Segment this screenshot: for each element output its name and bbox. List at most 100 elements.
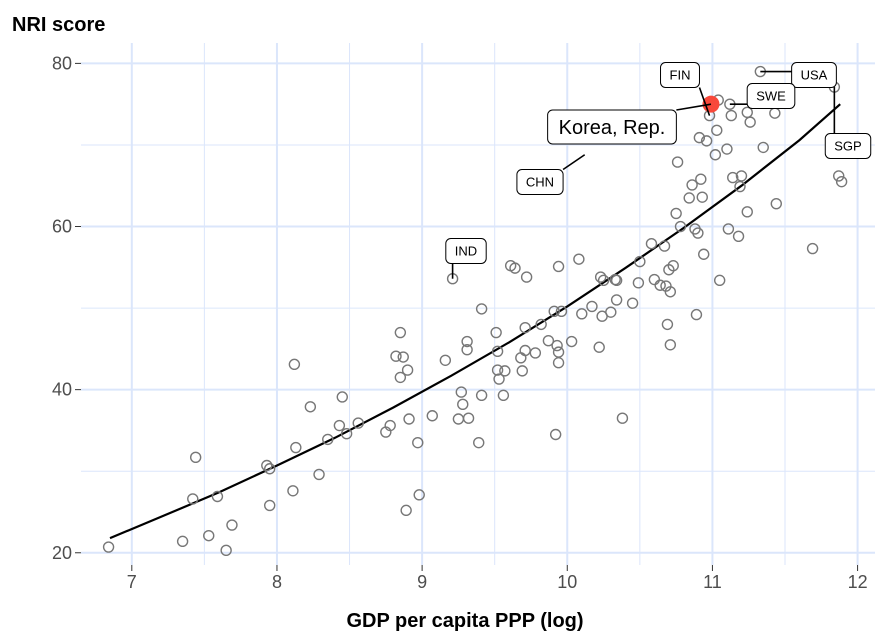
data-point <box>211 490 224 503</box>
data-point <box>509 262 521 274</box>
data-point <box>658 240 671 252</box>
data-point <box>667 259 679 272</box>
data-point <box>264 463 276 475</box>
callout-leader <box>698 87 711 116</box>
data-point <box>806 242 819 255</box>
data-point <box>394 326 407 339</box>
data-point <box>692 227 704 239</box>
data-point <box>397 351 409 363</box>
data-point <box>519 344 531 357</box>
data-point <box>187 493 199 505</box>
data-point <box>461 343 473 356</box>
data-point <box>632 277 645 289</box>
trend-curve <box>109 103 841 540</box>
data-point <box>552 357 565 369</box>
data-point <box>264 499 276 512</box>
y-tick-label: 80 <box>52 53 72 73</box>
data-point <box>261 459 273 472</box>
data-point <box>352 417 364 429</box>
callout-leaders <box>451 70 836 279</box>
data-point <box>189 451 202 464</box>
data-point <box>696 191 708 203</box>
data-point <box>336 391 348 403</box>
data-point <box>322 433 334 446</box>
data-point <box>711 124 723 136</box>
callout-leader <box>562 154 586 171</box>
callout-label: FIN <box>670 68 691 83</box>
data-point <box>384 419 396 432</box>
data-point <box>102 541 115 553</box>
y-tick-label: 40 <box>52 380 72 400</box>
data-point <box>686 179 698 191</box>
callout-box <box>791 62 837 88</box>
data-point <box>548 305 560 318</box>
data-point <box>304 401 317 413</box>
data-point <box>400 504 412 517</box>
callout-label: Korea, Rep. <box>559 117 666 139</box>
data-point <box>401 364 414 376</box>
data-point <box>551 339 563 352</box>
x-tick-label: 7 <box>127 572 137 592</box>
data-point <box>769 107 781 119</box>
data-point <box>744 116 756 128</box>
data-point <box>490 326 502 339</box>
data-point <box>654 279 666 291</box>
data-point <box>475 389 488 402</box>
data-point <box>626 297 639 309</box>
data-point <box>586 300 598 313</box>
data-point <box>516 365 528 377</box>
callout-label: USA <box>801 68 828 83</box>
y-tick-label: 60 <box>52 217 72 237</box>
grid-minor <box>81 43 875 565</box>
x-tick-label: 10 <box>557 572 577 592</box>
data-point <box>605 306 617 318</box>
data-point <box>833 170 845 182</box>
data-point <box>515 352 527 364</box>
data-point <box>565 335 578 348</box>
data-point <box>340 427 353 440</box>
data-point <box>671 156 684 168</box>
callout-leader <box>676 103 712 111</box>
data-point <box>735 170 748 182</box>
data-point <box>698 248 710 260</box>
data-point <box>593 341 605 353</box>
data-point <box>491 364 504 376</box>
data-point <box>757 141 769 154</box>
data-point <box>287 485 299 497</box>
data-point <box>519 321 531 334</box>
data-point <box>461 335 473 348</box>
data-point <box>290 441 302 454</box>
callout-box <box>824 133 872 159</box>
data-point <box>555 305 568 318</box>
callout-label: CHN <box>526 175 554 190</box>
data-point <box>725 109 737 122</box>
grid-major <box>81 43 875 565</box>
data-points <box>102 65 848 557</box>
data-point <box>394 371 407 384</box>
data-point <box>648 273 661 286</box>
data-point <box>645 237 658 250</box>
callout-box <box>445 238 487 264</box>
data-point <box>616 412 629 424</box>
data-point <box>491 345 504 358</box>
data-point <box>835 175 848 188</box>
data-point <box>439 354 452 366</box>
data-point <box>542 335 555 347</box>
data-point <box>664 286 677 298</box>
data-point <box>690 308 703 321</box>
data-point <box>549 428 562 441</box>
data-point <box>695 173 707 185</box>
data-point <box>499 365 511 377</box>
data-point <box>520 271 533 283</box>
data-point <box>683 192 695 204</box>
data-point <box>412 436 424 449</box>
x-axis-title: GDP per capita PPP (log) <box>346 610 583 632</box>
data-point <box>413 489 425 501</box>
data-point <box>176 535 189 548</box>
data-point <box>610 294 623 306</box>
callout-label: IND <box>455 244 477 259</box>
data-point <box>576 308 588 320</box>
axis-ticks <box>75 62 859 571</box>
data-point <box>597 274 610 287</box>
